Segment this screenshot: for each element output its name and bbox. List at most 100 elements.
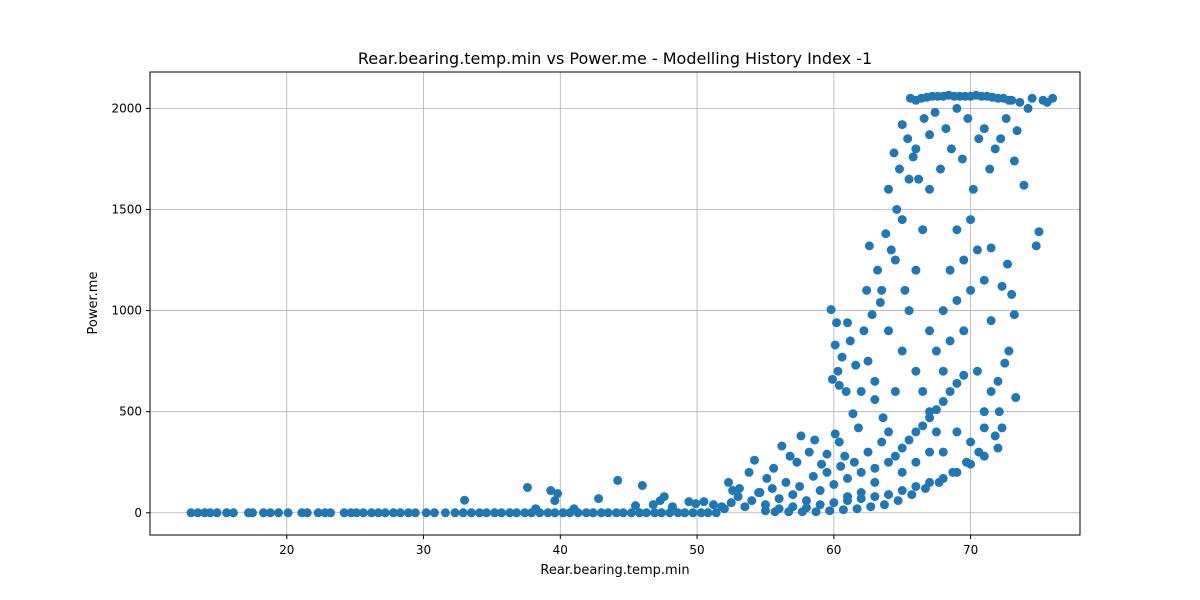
data-point (703, 508, 713, 518)
data-point (1004, 346, 1014, 356)
data-point (870, 395, 880, 405)
data-point (212, 508, 222, 518)
data-point (852, 504, 862, 514)
data-point (897, 443, 907, 453)
data-point (762, 473, 772, 483)
data-point (613, 475, 623, 485)
data-point (770, 507, 780, 517)
data-point (968, 184, 978, 194)
data-point (222, 508, 232, 518)
data-point (986, 243, 996, 253)
data-point (879, 500, 889, 510)
data-point (352, 508, 362, 518)
data-point (867, 310, 877, 320)
data-point (986, 386, 996, 396)
data-point (708, 500, 718, 510)
data-point (870, 492, 880, 502)
x-tick-label: 40 (553, 543, 568, 557)
x-tick-label: 50 (689, 543, 704, 557)
data-point (959, 255, 969, 265)
data-point (837, 352, 847, 362)
data-point (833, 366, 843, 376)
data-point (283, 508, 293, 518)
data-point (990, 144, 1000, 154)
data-point (481, 508, 491, 518)
data-point (875, 297, 885, 307)
data-point (550, 496, 560, 506)
data-point (938, 397, 948, 407)
data-point (667, 502, 677, 512)
data-point (594, 494, 604, 504)
data-point (952, 427, 962, 437)
data-point (996, 134, 1006, 144)
data-point (596, 508, 606, 518)
data-point (877, 437, 887, 447)
data-point (475, 508, 485, 518)
data-point (830, 429, 840, 439)
data-point (699, 497, 709, 507)
data-point (733, 492, 743, 502)
data-point (884, 184, 894, 194)
data-point (228, 508, 238, 518)
data-point (792, 457, 802, 467)
data-point (877, 285, 887, 295)
data-point (952, 103, 962, 113)
data-point (948, 467, 958, 477)
data-point (817, 459, 827, 469)
data-point (553, 489, 563, 499)
data-point (925, 407, 935, 417)
data-point (856, 488, 866, 498)
data-point (959, 370, 969, 380)
data-point (974, 134, 984, 144)
data-point (870, 477, 880, 487)
data-point (505, 508, 515, 518)
data-point (961, 457, 971, 467)
data-point (884, 326, 894, 336)
data-point (726, 498, 736, 508)
data-point (884, 457, 894, 467)
data-point (458, 508, 468, 518)
data-point (450, 508, 460, 518)
data-point (650, 508, 660, 518)
data-point (781, 477, 791, 487)
x-axis-label: Rear.bearing.temp.min (540, 563, 689, 578)
data-point (843, 492, 852, 502)
data-point (911, 265, 921, 275)
data-point (893, 496, 903, 506)
data-point (788, 490, 798, 500)
data-point (688, 508, 698, 518)
data-point (945, 265, 955, 275)
data-point (403, 508, 413, 518)
data-point (684, 497, 694, 507)
data-point (904, 435, 914, 445)
data-point (1000, 358, 1010, 368)
data-point (843, 473, 852, 483)
data-point (795, 481, 805, 491)
data-point (945, 336, 955, 346)
data-point (863, 447, 873, 457)
data-point (870, 376, 880, 386)
data-point (870, 463, 880, 473)
data-point (890, 386, 900, 396)
data-point (859, 326, 869, 336)
data-point (911, 366, 921, 376)
data-point (864, 241, 874, 251)
data-point (856, 386, 866, 396)
data-point (750, 455, 759, 465)
data-point (1012, 126, 1022, 136)
data-point (815, 500, 825, 510)
data-point (512, 508, 522, 518)
data-point (326, 508, 336, 518)
data-point (827, 374, 837, 384)
data-point (894, 164, 904, 174)
data-point (838, 505, 848, 515)
data-point (825, 506, 835, 516)
data-point (388, 508, 398, 518)
data-point (925, 447, 935, 457)
data-point (626, 508, 636, 518)
data-point (205, 508, 215, 518)
data-point (754, 488, 764, 498)
data-point (925, 130, 935, 140)
data-point (618, 508, 628, 518)
data-point (421, 508, 431, 518)
